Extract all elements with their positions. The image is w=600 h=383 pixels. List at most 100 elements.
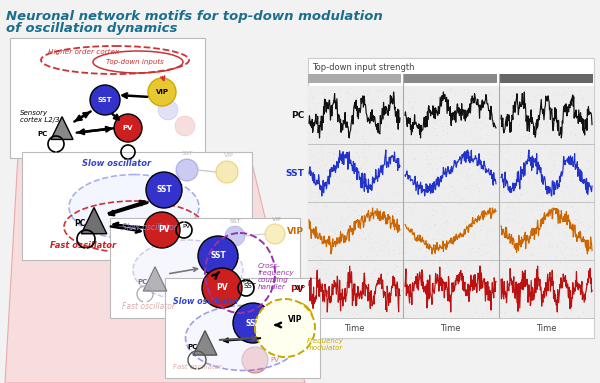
Point (562, 232, 572, 238)
Point (521, 307, 530, 313)
Point (391, 302, 401, 308)
Point (502, 288, 511, 294)
Point (545, 271, 555, 277)
Point (352, 185, 362, 192)
Point (439, 220, 449, 226)
Point (488, 259, 498, 265)
Point (533, 131, 543, 137)
Point (535, 134, 545, 140)
Point (356, 236, 366, 242)
Point (532, 193, 542, 199)
Point (469, 205, 479, 211)
Point (358, 145, 367, 151)
Point (552, 150, 562, 156)
Point (465, 182, 475, 188)
Point (572, 308, 581, 314)
Point (350, 296, 359, 302)
Point (449, 157, 458, 164)
Point (580, 172, 590, 178)
Point (430, 178, 440, 184)
Point (367, 254, 376, 260)
Point (583, 84, 593, 90)
Point (395, 232, 404, 238)
Point (554, 262, 564, 268)
Point (322, 217, 331, 223)
Point (515, 268, 524, 274)
Point (528, 106, 538, 112)
Point (367, 270, 377, 276)
Point (535, 237, 545, 243)
Point (484, 92, 494, 98)
Point (445, 175, 454, 181)
Point (451, 118, 460, 124)
Point (451, 306, 461, 312)
Point (421, 248, 431, 254)
Point (579, 228, 589, 234)
Point (500, 226, 510, 232)
Point (490, 151, 499, 157)
Point (343, 97, 353, 103)
Point (493, 219, 503, 225)
Point (455, 254, 464, 260)
Point (406, 115, 415, 121)
Point (457, 154, 467, 160)
Point (383, 136, 393, 142)
Point (312, 149, 322, 155)
Point (482, 203, 492, 210)
Point (460, 130, 470, 136)
Point (328, 87, 337, 93)
Point (425, 99, 434, 105)
Point (551, 186, 561, 192)
Point (456, 296, 466, 303)
Point (463, 185, 472, 191)
Point (370, 166, 380, 172)
Point (505, 161, 514, 167)
Point (454, 200, 464, 206)
Point (305, 105, 314, 111)
Point (442, 249, 451, 255)
Point (316, 261, 326, 267)
Point (359, 154, 369, 160)
Point (311, 159, 321, 165)
Point (575, 265, 584, 272)
Point (519, 173, 529, 180)
Point (511, 112, 521, 118)
Point (344, 275, 353, 281)
Point (442, 295, 451, 301)
Point (422, 169, 432, 175)
Point (531, 157, 541, 163)
Point (309, 159, 319, 165)
Point (553, 183, 562, 189)
Point (463, 138, 473, 144)
Point (308, 221, 317, 227)
Point (446, 86, 456, 92)
Point (335, 222, 345, 228)
Point (428, 207, 437, 213)
Point (399, 272, 409, 278)
Point (550, 223, 560, 229)
Point (568, 220, 578, 226)
Point (436, 146, 445, 152)
Point (571, 246, 581, 252)
Point (422, 232, 431, 239)
Point (430, 173, 439, 179)
Point (349, 127, 359, 133)
Point (581, 278, 591, 284)
Point (403, 286, 412, 292)
Point (485, 113, 494, 119)
Text: Sensory
cortex L2/3: Sensory cortex L2/3 (20, 110, 59, 123)
Point (316, 260, 325, 266)
Point (553, 305, 562, 311)
Point (512, 307, 521, 313)
Point (394, 204, 403, 210)
Point (445, 97, 454, 103)
Point (515, 182, 525, 188)
Point (393, 165, 403, 171)
Point (464, 254, 474, 260)
Point (329, 150, 339, 156)
Point (388, 204, 397, 210)
Point (338, 218, 348, 224)
Point (556, 128, 566, 134)
Point (512, 112, 521, 118)
Point (511, 304, 521, 310)
